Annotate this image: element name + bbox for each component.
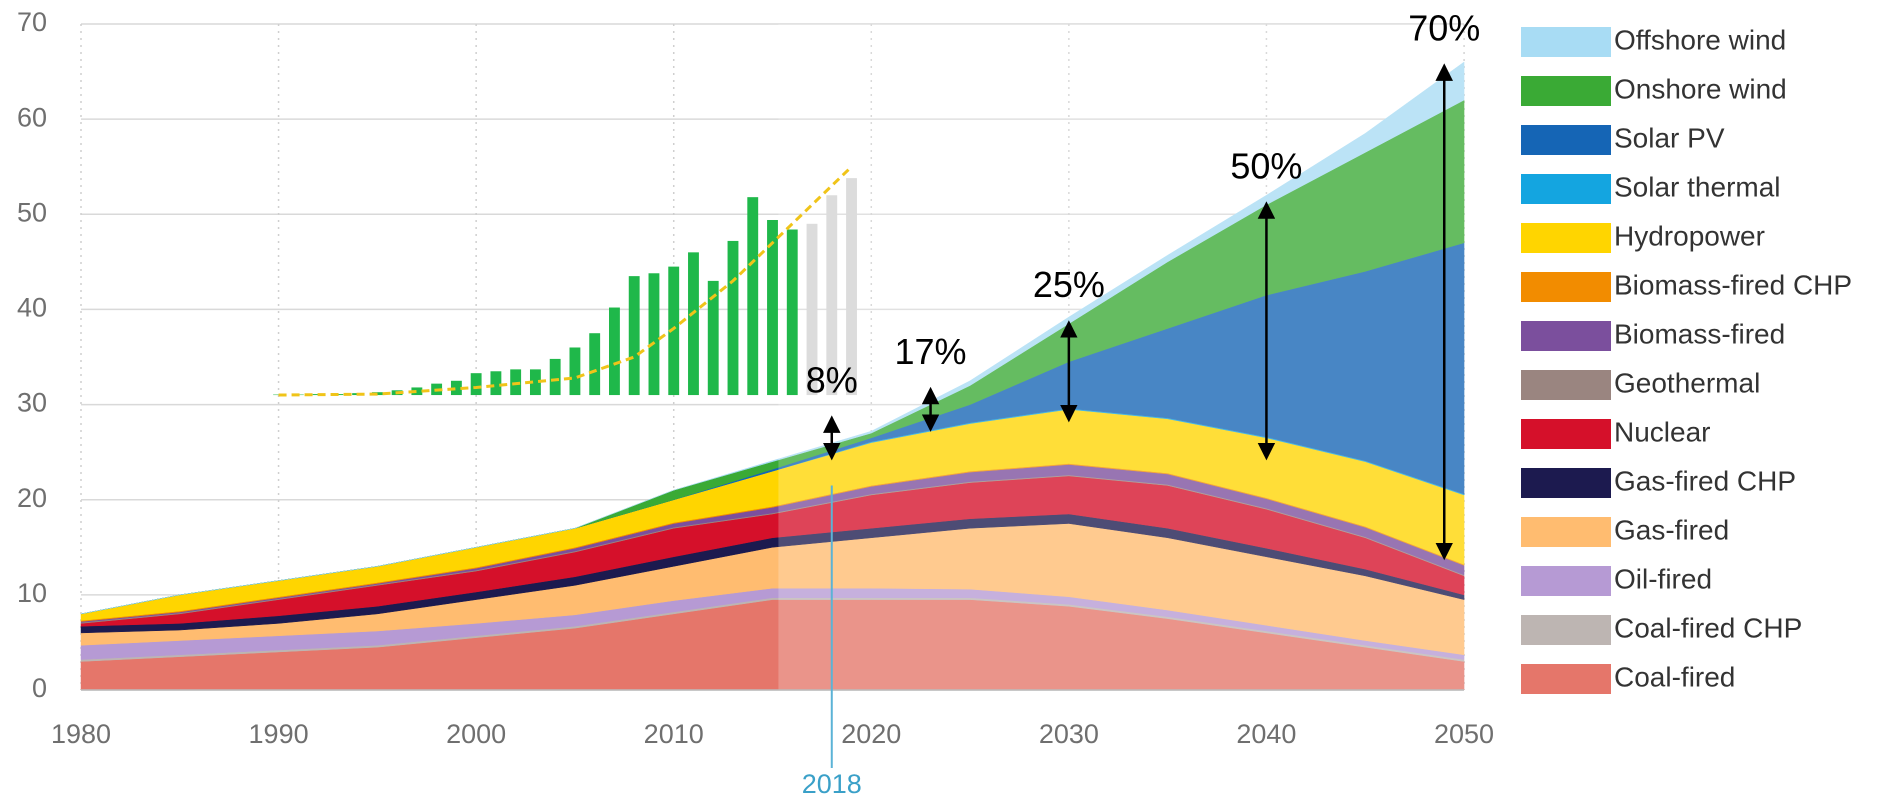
- inset-bar: [806, 223, 818, 396]
- y-tick-label: 20: [17, 483, 47, 513]
- annotation-label: 25%: [1033, 264, 1105, 305]
- inset-bar: [589, 333, 601, 396]
- legend-label: Biomass-fired CHP: [1614, 269, 1852, 300]
- legend-swatch: [1521, 566, 1611, 596]
- legend-label: Biomass-fired: [1614, 318, 1785, 349]
- legend-label: Gas-fired: [1614, 514, 1729, 545]
- inset-bar: [786, 229, 798, 396]
- inset-bar: [668, 266, 680, 396]
- inset-bar: [549, 358, 561, 396]
- inset-bar: [628, 276, 640, 396]
- legend-label: Onshore wind: [1614, 73, 1787, 104]
- x-tick-label: 2050: [1434, 719, 1494, 749]
- inset-bar: [846, 178, 857, 396]
- legend-label: Oil-fired: [1614, 563, 1712, 594]
- legend-swatch: [1521, 27, 1611, 57]
- inset-bar: [470, 373, 482, 396]
- legend-label: Solar PV: [1614, 122, 1725, 153]
- inset-bar: [707, 280, 719, 396]
- legend-swatch: [1521, 272, 1611, 302]
- legend-swatch: [1521, 517, 1611, 547]
- inset-bar: [767, 219, 778, 396]
- y-tick-label: 30: [17, 388, 47, 418]
- x-tick-label: 1990: [249, 719, 309, 749]
- annotation-label: 8%: [806, 359, 858, 400]
- legend-label: Gas-fired CHP: [1614, 465, 1796, 496]
- y-tick-label: 0: [32, 673, 47, 703]
- inset-bar: [727, 240, 739, 396]
- legend-swatch: [1521, 468, 1611, 498]
- legend-swatch: [1521, 223, 1611, 253]
- legend-label: Coal-fired: [1614, 661, 1735, 692]
- legend-label: Hydropower: [1614, 220, 1765, 251]
- x-tick-label: 2030: [1039, 719, 1099, 749]
- legend-swatch: [1521, 174, 1611, 204]
- legend-label: Coal-fired CHP: [1614, 612, 1802, 643]
- legend-label: Solar thermal: [1614, 171, 1781, 202]
- y-tick-label: 50: [17, 197, 47, 227]
- inset-bar: [826, 195, 838, 396]
- x-tick-label: 2020: [841, 719, 901, 749]
- legend-swatch: [1521, 664, 1611, 694]
- legend-swatch: [1521, 125, 1611, 155]
- marker-label: 2018: [802, 769, 862, 799]
- inset-bar: [688, 252, 699, 396]
- inset-bar: [450, 380, 462, 396]
- projection-shade: [778, 24, 1464, 690]
- x-tick-label: 2000: [446, 719, 506, 749]
- legend-label: Nuclear: [1614, 416, 1710, 447]
- legend-label: Geothermal: [1614, 367, 1760, 398]
- inset-bar: [747, 197, 759, 396]
- y-tick-label: 40: [17, 293, 47, 323]
- annotation-label: 70%: [1408, 7, 1480, 48]
- y-tick-label: 60: [17, 102, 47, 132]
- y-tick-label: 10: [17, 578, 47, 608]
- inset-bar: [490, 371, 502, 396]
- inset-bar: [411, 387, 423, 396]
- x-tick-label: 2040: [1236, 719, 1296, 749]
- x-tick-label: 2010: [644, 719, 704, 749]
- legend-swatch: [1521, 76, 1611, 106]
- inset-bar: [648, 273, 660, 396]
- x-tick-label: 1980: [51, 719, 111, 749]
- legend-swatch: [1521, 321, 1611, 351]
- area: [80, 61, 1465, 615]
- legend-swatch: [1521, 615, 1611, 645]
- inset-bar: [609, 307, 620, 396]
- legend-label: Offshore wind: [1614, 24, 1786, 55]
- annotation-label: 50%: [1230, 145, 1302, 186]
- legend-swatch: [1521, 419, 1611, 449]
- inset-bar: [569, 347, 581, 396]
- inset-trend: [278, 165, 853, 397]
- annotation-label: 17%: [895, 331, 967, 372]
- y-tick-label: 70: [17, 7, 47, 37]
- legend-swatch: [1521, 370, 1611, 400]
- inset-bar: [529, 369, 541, 396]
